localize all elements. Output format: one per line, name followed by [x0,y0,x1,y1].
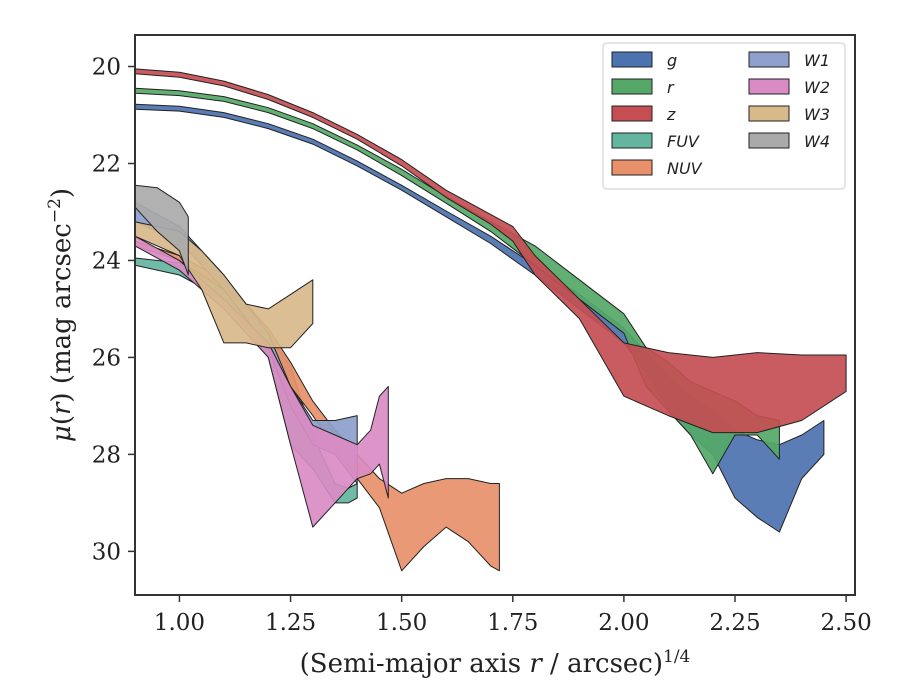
legend-swatch-w1 [748,51,790,68]
x-axis: 1.00 1.25 1.50 1.75 2.00 2.25 2.50 [154,595,872,636]
legend-label-w3: W3 [804,105,830,124]
legend-label-nuv: NUV [667,159,703,178]
y-tick-label: 20 [92,55,121,81]
legend-swatch-nuv [611,159,653,176]
x-axis-label: (Semi-major axis r / arcsec)1/4 [300,647,691,679]
y-axis-label: μ(r) (mag arcsec−2) [45,188,77,442]
x-tick-label: 2.00 [598,610,649,636]
legend-swatch-w3 [748,105,790,122]
legend-label-w1: W1 [804,51,830,70]
chart-bands [134,68,847,572]
legend-label-z: z [666,105,676,124]
x-tick-label: 2.50 [821,610,872,636]
legend-swatch-r [611,78,653,95]
legend-label-g: g [667,51,677,70]
y-tick-label: 22 [92,151,121,177]
y-tick-label: 30 [92,539,121,565]
plot-frame [134,34,856,596]
x-tick-label: 2.25 [709,610,760,636]
x-tick-label: 1.25 [265,610,316,636]
x-tick-label: 1.75 [487,610,538,636]
legend-swatch-w4 [748,132,790,149]
x-tick-label: 1.00 [154,610,205,636]
legend-swatch-g [611,51,653,68]
legend-swatch-z [611,105,653,122]
band-w4 [134,184,189,276]
legend-label-w4: W4 [804,132,830,151]
legend-label-r: r [667,78,675,97]
x-tick-label: 1.50 [376,610,427,636]
legend-label-fuv: FUV [667,132,700,151]
band-z [134,68,847,434]
y-tick-label: 28 [92,442,121,468]
legend-label-w2: W2 [804,78,830,97]
y-tick-label: 24 [92,248,121,274]
y-tick-label: 26 [92,345,121,371]
band-r [134,87,780,475]
y-axis: 20 22 24 26 28 30 [92,55,135,565]
legend-swatch-fuv [611,132,653,149]
legend: grz FUV NUV W1 W2 W3 W4 [602,42,846,190]
band-w2 [134,235,389,528]
band-w3 [134,221,314,349]
band-g [134,103,825,533]
legend-swatch-w2 [748,78,790,95]
